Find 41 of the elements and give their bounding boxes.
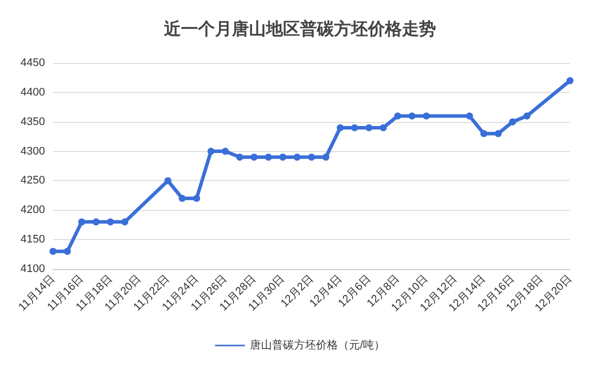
point [394, 112, 402, 120]
point [422, 112, 430, 120]
y-tick-label: 4150 [20, 234, 45, 246]
y-tick-label: 4450 [20, 57, 45, 69]
point [193, 194, 200, 202]
point [64, 248, 71, 255]
point [294, 154, 301, 161]
y-tick-label: 4350 [20, 116, 45, 128]
point [50, 248, 56, 255]
point [250, 154, 258, 161]
point [365, 124, 372, 132]
point [264, 154, 272, 161]
point [92, 218, 100, 226]
point [121, 218, 128, 226]
y-tick-label: 4400 [20, 86, 45, 98]
point [106, 218, 114, 226]
point [78, 218, 86, 226]
y-tick-label: 4200 [20, 204, 45, 216]
point [566, 77, 574, 84]
y-tick-label: 4250 [20, 174, 45, 187]
point [523, 112, 530, 120]
point [178, 194, 186, 202]
chart-title: 近一个月唐山地区普碳方坯价格走势 [163, 18, 436, 40]
point [351, 124, 358, 132]
point [480, 130, 488, 138]
point [279, 154, 286, 161]
point [336, 124, 344, 132]
point [494, 130, 502, 138]
point [380, 124, 387, 132]
y-tick-label: 4300 [20, 145, 45, 158]
point [207, 148, 214, 155]
point [164, 177, 172, 184]
point [466, 112, 473, 120]
point [408, 112, 416, 120]
y-tick-label: 4100 [20, 263, 45, 275]
point [509, 118, 516, 126]
legend-label: 唐山普碳方坯价格（元/吨） [250, 338, 386, 352]
point [222, 148, 229, 155]
point [236, 154, 244, 161]
point [322, 154, 330, 161]
point [308, 154, 315, 161]
